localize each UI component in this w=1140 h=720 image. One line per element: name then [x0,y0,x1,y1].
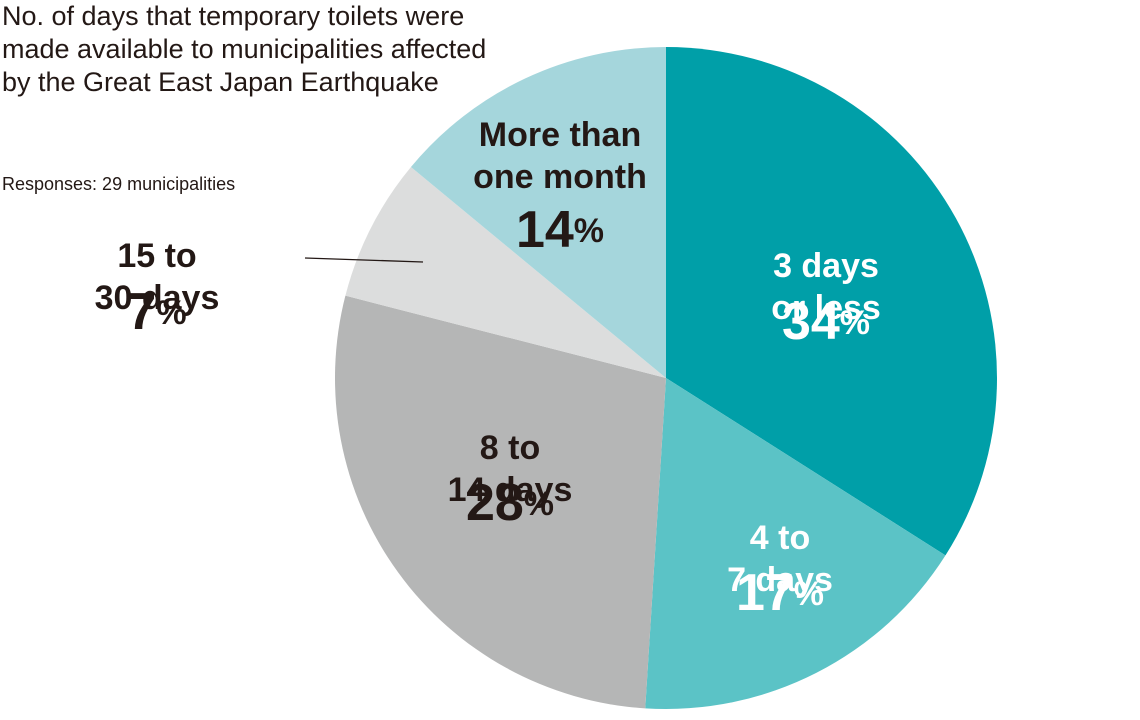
slice-label: 4 to 7 days [727,519,833,599]
slice-label-line: 8 to [480,429,540,467]
slice-label-line: 14 days [448,471,573,509]
slice-label-line: 3 days [773,247,879,285]
pie-slice [645,378,946,709]
slice-label-line: one month [473,158,647,196]
value-number: 14 [516,201,574,259]
slice-label-line: 7 days [727,561,833,599]
value-label: 7% [127,283,186,341]
value-label: 14% [516,201,604,259]
slice-label-line: 15 to [117,237,196,275]
chart-title: No. of days that temporary toilets were … [2,1,487,97]
slice-label-line: or less [771,289,881,327]
value-unit: % [840,304,870,342]
slice-label: 15 to 30 days [95,237,220,317]
slice-label: 8 to 14 days [448,429,573,509]
pie-slice [666,47,997,556]
pie-slice [334,295,666,709]
value-unit: % [524,485,554,523]
value-number: 34 [782,293,840,351]
pie-slice [410,46,666,378]
slice-label-line: 4 to [750,519,810,557]
value-unit: % [794,575,824,613]
slice-label: More than one month [473,116,647,196]
value-label: 28% [466,474,554,532]
slice-label-line: 30 days [95,279,220,317]
value-label: 17% [736,564,824,622]
value-unit: % [574,212,604,250]
value-number: 7 [127,283,156,341]
slice-label-line: More than [479,116,641,154]
leader-line [304,257,424,263]
value-label: 34% [782,293,870,351]
chart-subtitle: Responses: 29 municipalities [2,174,236,194]
value-unit: % [156,294,186,332]
value-number: 28 [466,474,524,532]
value-number: 17 [736,564,794,622]
pie-slice [345,167,666,378]
slice-label: 3 days or less [771,247,881,327]
